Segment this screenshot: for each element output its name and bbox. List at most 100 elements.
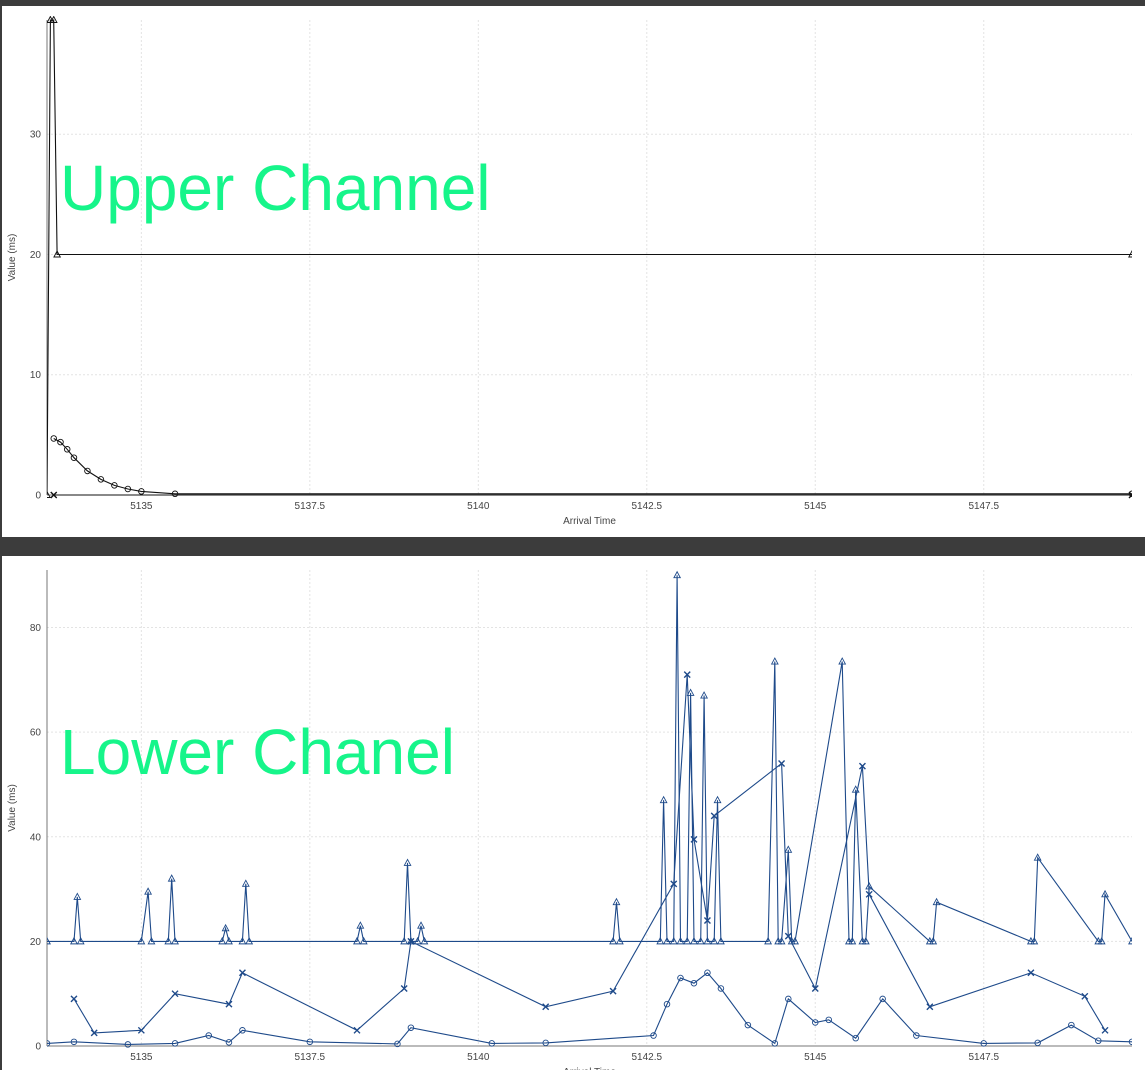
cross-marker	[1101, 1026, 1109, 1034]
triangle-marker	[659, 795, 668, 804]
x-tick-label: 5137.5	[295, 501, 326, 512]
circle-marker	[542, 1039, 549, 1047]
triangle-marker	[703, 936, 712, 945]
x-tick-label: 5140	[467, 1052, 490, 1063]
circle-marker	[1095, 1037, 1102, 1045]
triangle-marker	[764, 936, 773, 945]
circle-marker	[70, 454, 78, 461]
triangle-marker	[696, 936, 705, 945]
cross-marker	[710, 812, 718, 820]
circle-marker	[785, 995, 792, 1003]
y-tick-label: 10	[30, 370, 42, 381]
cross-marker	[1128, 491, 1132, 499]
triangle-marker	[356, 921, 365, 929]
circle-marker	[407, 1024, 415, 1031]
triangle-marker	[73, 892, 82, 900]
x-axis-label: Arrival Time	[563, 516, 616, 527]
cross-marker	[400, 984, 408, 992]
triangle-marker	[218, 936, 227, 945]
y-tick-label: 80	[30, 623, 42, 634]
cross-marker	[70, 995, 78, 1003]
x-tick-label: 5145	[804, 1052, 827, 1063]
y-tick-label: 60	[30, 728, 42, 739]
series-line-triangle	[47, 575, 1132, 942]
cross-marker	[865, 890, 873, 898]
plot-area	[47, 570, 1132, 1048]
circle-marker	[138, 488, 145, 495]
triangle-marker	[713, 795, 722, 804]
x-tick-label: 5147.5	[968, 1052, 999, 1063]
triangle-marker	[359, 936, 368, 945]
circle-marker	[63, 446, 71, 453]
triangle-marker	[791, 936, 799, 945]
triangle-marker	[1101, 889, 1109, 898]
x-tick-label: 5145	[804, 501, 827, 512]
upper-channel-overlay-label: Upper Channel	[60, 152, 491, 224]
triangle-marker	[838, 657, 847, 665]
circle-marker	[913, 1032, 920, 1039]
triangle-marker	[47, 936, 51, 945]
triangle-marker	[669, 936, 678, 945]
circle-marker	[663, 1000, 671, 1008]
circle-marker	[124, 1041, 132, 1048]
cross-marker	[1081, 992, 1089, 1000]
circle-marker	[744, 1021, 752, 1029]
triangle-marker	[420, 936, 429, 945]
cross-marker	[238, 969, 246, 977]
cross-marker	[926, 1003, 934, 1011]
cross-marker	[225, 1000, 233, 1008]
triangle-marker	[167, 874, 176, 882]
y-tick-label: 20	[30, 937, 42, 948]
cross-marker	[171, 990, 179, 998]
x-tick-label: 5140	[467, 501, 490, 512]
triangle-marker	[710, 936, 719, 945]
triangle-marker	[1128, 936, 1132, 945]
triangle-marker	[76, 936, 85, 945]
y-axis-label: Value (ms)	[7, 234, 18, 282]
triangle-marker	[690, 936, 698, 945]
circle-marker	[852, 1034, 859, 1042]
triangle-marker	[615, 936, 624, 945]
triangle-marker	[1033, 853, 1042, 861]
x-tick-label: 5135	[130, 1052, 153, 1063]
circle-marker	[1034, 1039, 1041, 1047]
triangle-marker	[673, 570, 682, 579]
y-tick-label: 0	[35, 491, 41, 502]
cross-marker	[683, 671, 691, 679]
lower-channel-chart: 5135 5137.5 5140 5142.5 5145 5147.5 0 20 40 60 80 A…	[2, 556, 1145, 1070]
y-tick-label: 0	[35, 1042, 41, 1053]
x-tick-label: 5137.5	[295, 1052, 326, 1063]
upper-chart-svg: 5135 5137.5 5140 5142.5 5145 5147.5 0 10 20 30 Arr…	[7, 16, 1132, 527]
circle-marker	[225, 1039, 233, 1046]
triangle-marker	[777, 936, 786, 945]
circle-marker	[50, 435, 57, 442]
cross-marker	[542, 1003, 550, 1011]
triangle-marker	[861, 936, 870, 945]
circle-marker	[171, 1040, 179, 1047]
cross-marker	[858, 762, 866, 770]
circle-marker	[57, 438, 64, 446]
circle-marker	[70, 1038, 78, 1046]
series-line-circle	[53, 438, 1132, 495]
triangle-marker	[609, 936, 618, 945]
cross-marker	[407, 937, 415, 945]
circle-marker	[124, 485, 132, 493]
cross-marker	[703, 916, 711, 924]
circle-marker	[1128, 490, 1132, 498]
circle-marker	[717, 985, 725, 992]
triangle-marker	[353, 936, 361, 945]
cross-marker	[609, 987, 617, 995]
x-axis-label: Arrival Time	[563, 1067, 616, 1070]
circle-marker	[488, 1040, 496, 1047]
triangle-marker	[663, 936, 671, 945]
circle-marker	[84, 467, 91, 475]
y-axis-label: Value (ms)	[7, 784, 18, 832]
circle-marker	[1128, 1038, 1132, 1046]
y-tick-label: 20	[30, 250, 42, 261]
triangle-marker	[612, 897, 621, 906]
circle-marker	[1068, 1021, 1075, 1029]
triangle-marker	[241, 879, 250, 887]
lower-channel-overlay-label: Lower Chanel	[60, 716, 455, 788]
y-tick-label: 30	[30, 130, 42, 141]
triangle-marker	[49, 16, 58, 23]
